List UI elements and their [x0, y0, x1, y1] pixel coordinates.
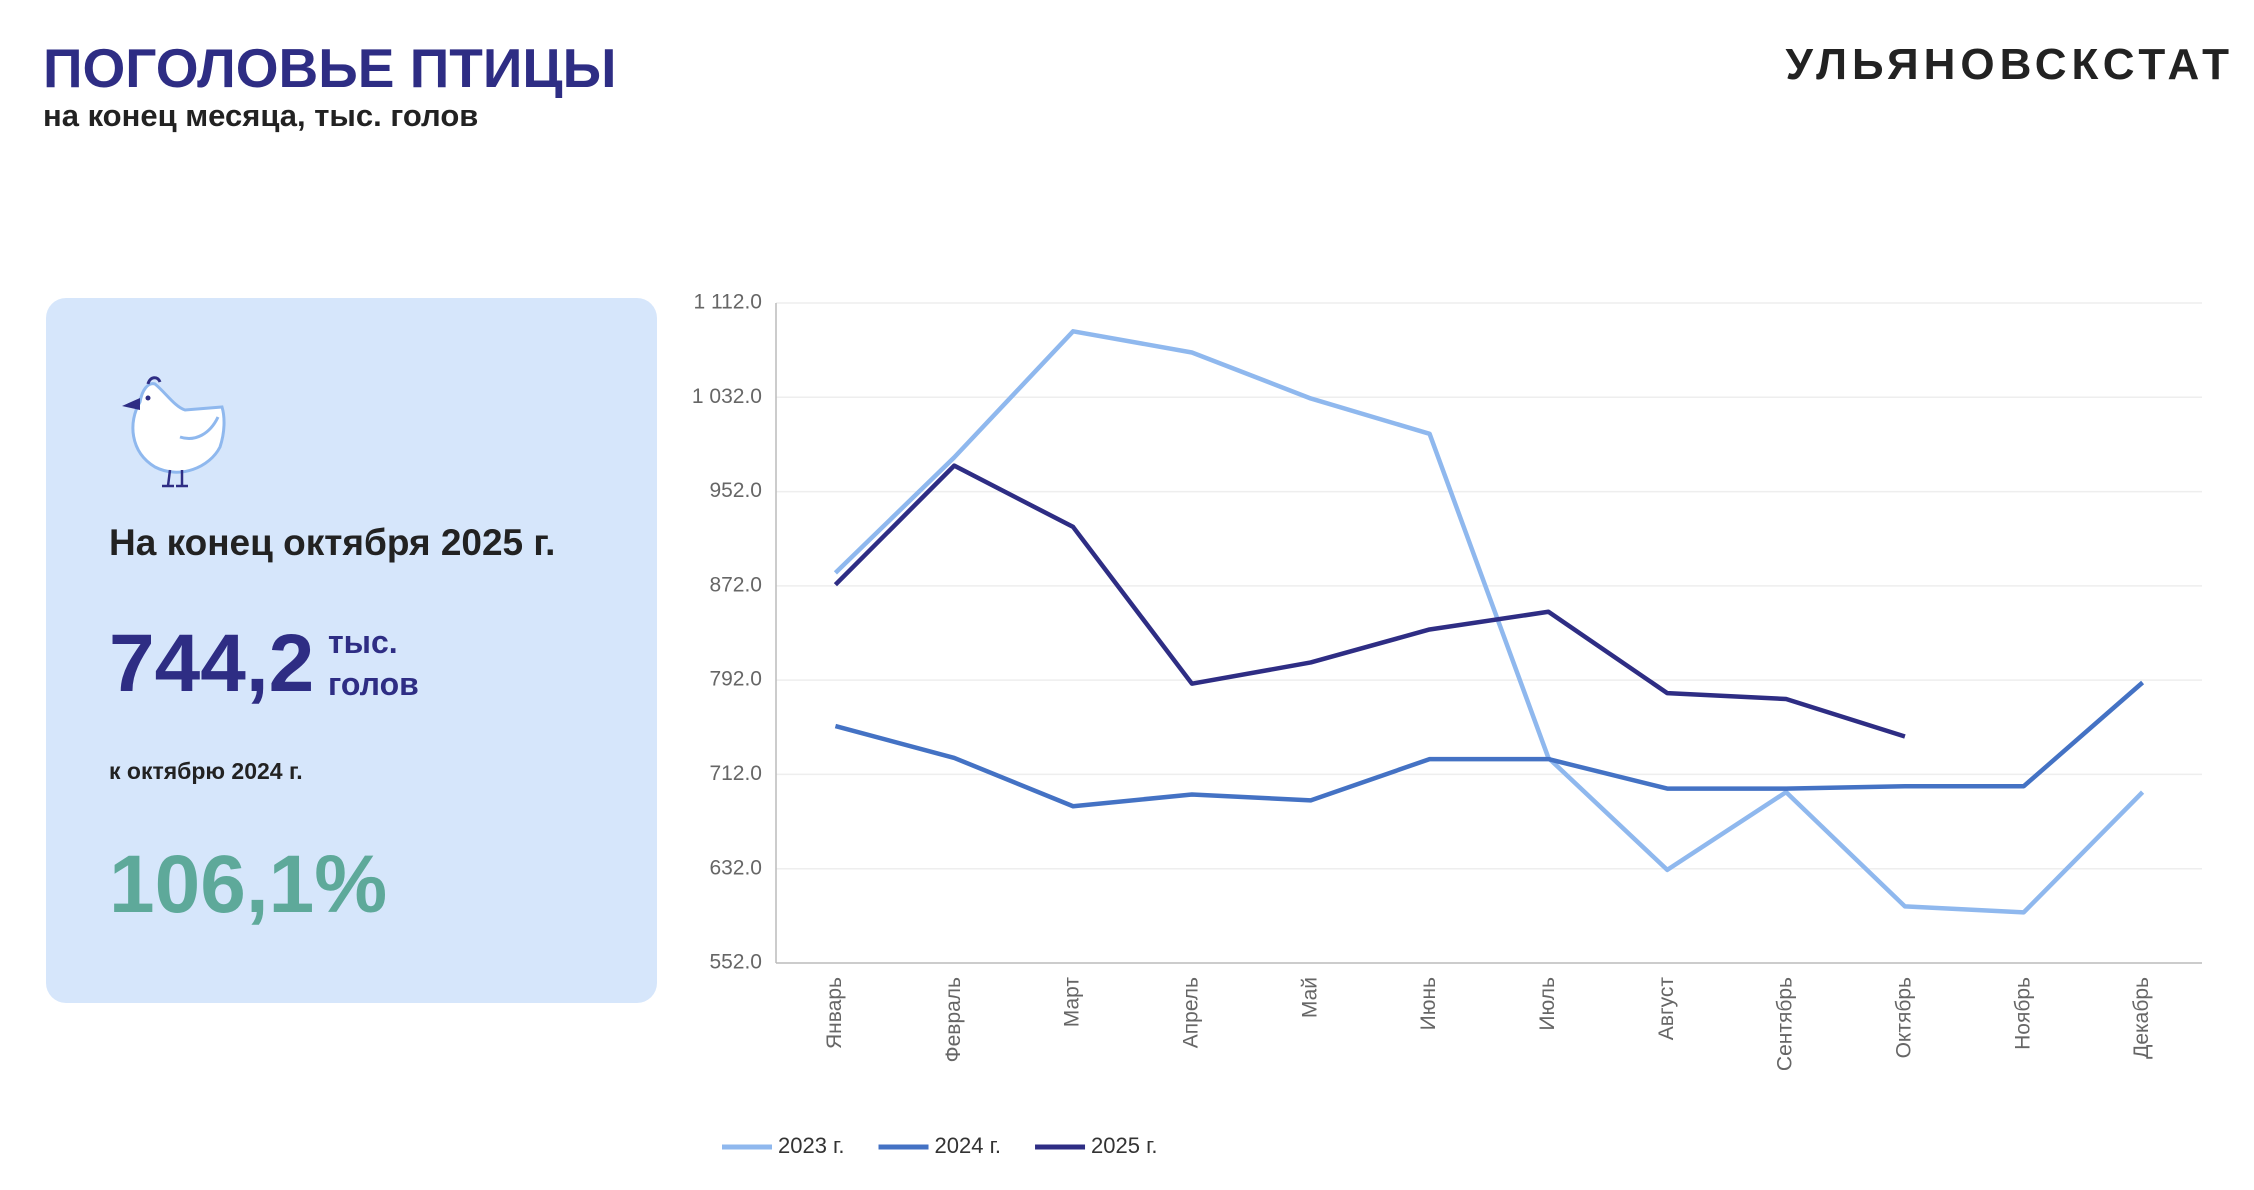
series-line	[834, 680, 2145, 809]
x-tick-label: Май	[1298, 977, 1321, 1018]
x-tick-label: Январь	[823, 977, 846, 1049]
x-tick-label: Апрель	[1179, 977, 1202, 1048]
panel-heading: На конец октября 2025 г.	[109, 522, 556, 563]
series-line	[833, 463, 1906, 739]
legend-label: 2024 г.	[935, 1133, 1002, 1158]
panel-unit: тыс. голов	[328, 624, 419, 702]
y-tick-label: 872.0	[709, 573, 762, 596]
title: ПОГОЛОВЬЕ ПТИЦЫ	[43, 37, 617, 99]
panel-value: 744,2	[109, 618, 315, 709]
subtitle: на конец месяца, тыс. голов	[43, 98, 479, 133]
compare-value: 106,1%	[109, 839, 388, 930]
x-tick-label: Октябрь	[1892, 977, 1915, 1058]
x-tick-label: Июнь	[1417, 977, 1440, 1030]
y-tick-label: 792.0	[709, 668, 762, 691]
y-tick-label: 1 112.0	[693, 291, 762, 314]
x-tick-label: Декабрь	[2130, 977, 2153, 1059]
x-tick-label: Июль	[1536, 977, 1559, 1031]
x-tick-label: Март	[1061, 977, 1084, 1028]
x-tick-label: Ноябрь	[2011, 977, 2034, 1050]
compare-label: к октябрю 2024 г.	[109, 758, 303, 784]
x-tick-label: Сентябрь	[1774, 977, 1797, 1071]
y-tick-label: 712.0	[709, 762, 762, 785]
x-tick-label: Август	[1655, 977, 1678, 1041]
series-line	[833, 329, 2145, 915]
logo: УЛЬЯНОВСКСТАТ	[1785, 40, 2234, 89]
legend-label: 2023 г.	[778, 1133, 845, 1158]
chicken-icon	[122, 376, 226, 488]
y-tick-label: 952.0	[709, 479, 762, 502]
x-tick-label: Февраль	[942, 977, 965, 1062]
legend-label: 2025 г.	[1091, 1133, 1158, 1158]
y-tick-label: 552.0	[709, 951, 762, 974]
y-tick-label: 1 032.0	[692, 385, 762, 408]
y-tick-label: 632.0	[709, 856, 762, 879]
